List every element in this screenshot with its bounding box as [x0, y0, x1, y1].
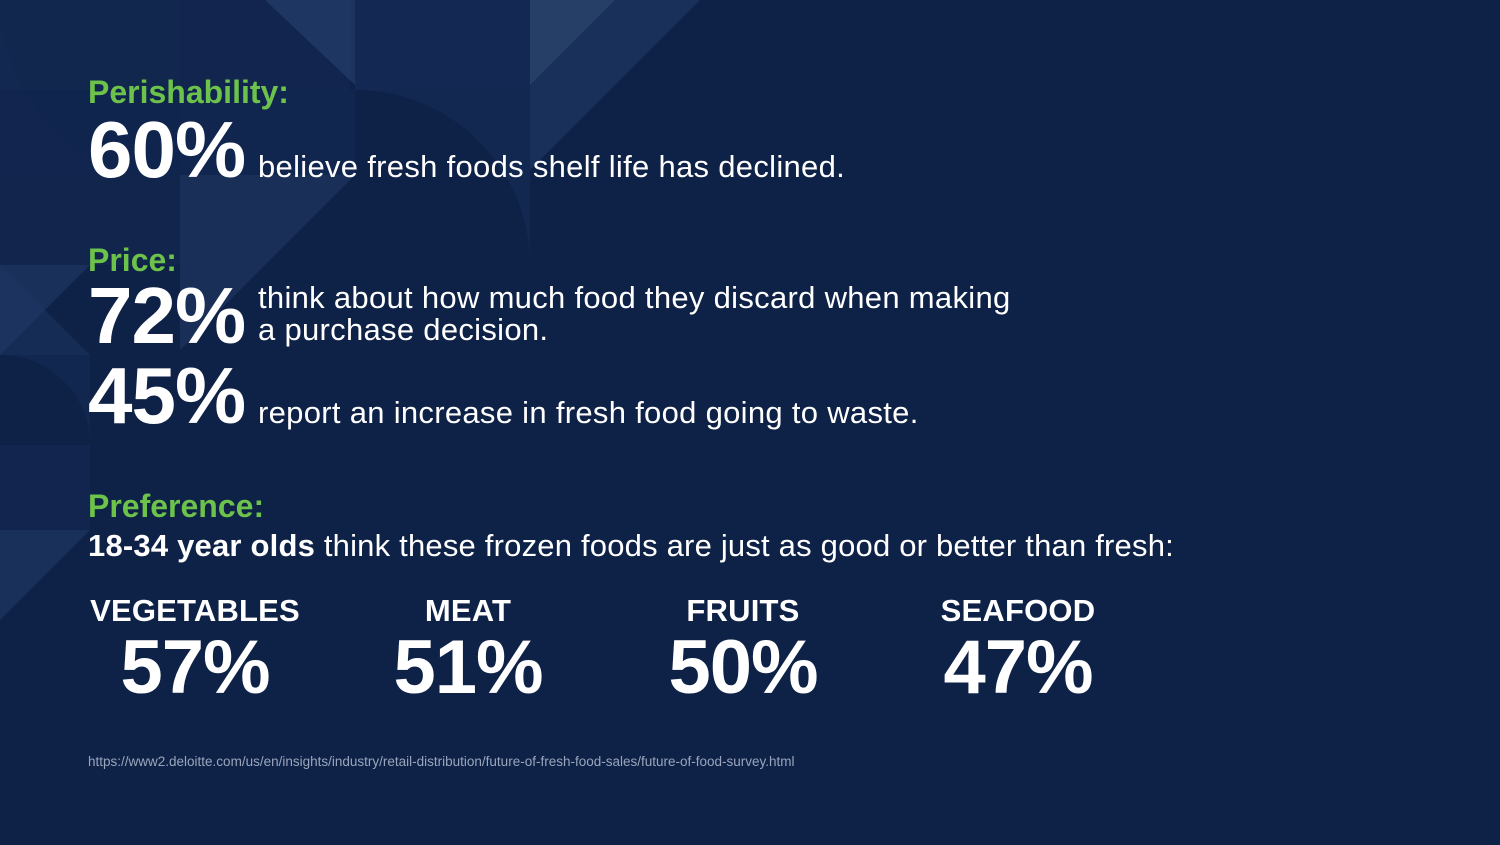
preference-lead-rest: think these frozen foods are just as goo… — [315, 528, 1174, 563]
preference-heading: Preference: — [88, 488, 265, 524]
perishability-heading: Perishability: — [88, 74, 289, 110]
preference-lead: 18-34 year olds think these frozen foods… — [88, 528, 1174, 564]
category-vegetables: VEGETABLES 57% — [60, 594, 330, 706]
category-fruits: FRUITS 50% — [608, 594, 878, 706]
category-percent: 51% — [393, 625, 543, 710]
category-percent: 57% — [120, 625, 270, 710]
price-discard-text: think about how much food they discard w… — [258, 282, 1011, 346]
price-discard-text-line1: think about how much food they discard w… — [258, 280, 1011, 315]
category-label: FRUITS — [686, 593, 800, 628]
perishability-text: believe fresh foods shelf life has decli… — [258, 149, 846, 184]
category-meat: MEAT 51% — [333, 594, 603, 706]
category-seafood: SEAFOOD 47% — [883, 594, 1153, 706]
price-discard-percent: 72% — [88, 271, 246, 360]
price-discard-text-line2: a purchase decision. — [258, 312, 549, 347]
price-waste-text: report an increase in fresh food going t… — [258, 395, 919, 430]
category-label: VEGETABLES — [90, 593, 300, 628]
price-stat-discard: 72% think about how much food they disca… — [88, 271, 1011, 360]
perishability-stat: 60% believe fresh foods shelf life has d… — [88, 105, 846, 194]
category-label: SEAFOOD — [940, 593, 1096, 628]
category-percent: 47% — [943, 625, 1093, 710]
price-stat-waste: 45% report an increase in fresh food goi… — [88, 351, 919, 440]
perishability-percent: 60% — [88, 105, 246, 194]
category-percent: 50% — [668, 625, 818, 710]
category-label: MEAT — [424, 593, 512, 628]
price-heading: Price: — [88, 242, 177, 278]
source-link[interactable]: https://www2.deloitte.com/us/en/insights… — [88, 754, 795, 769]
price-waste-percent: 45% — [88, 351, 246, 440]
preference-lead-bold: 18-34 year olds — [88, 528, 316, 563]
preference-categories: VEGETABLES 57% MEAT 51% FRUITS 50% SEAFO… — [60, 594, 1260, 706]
